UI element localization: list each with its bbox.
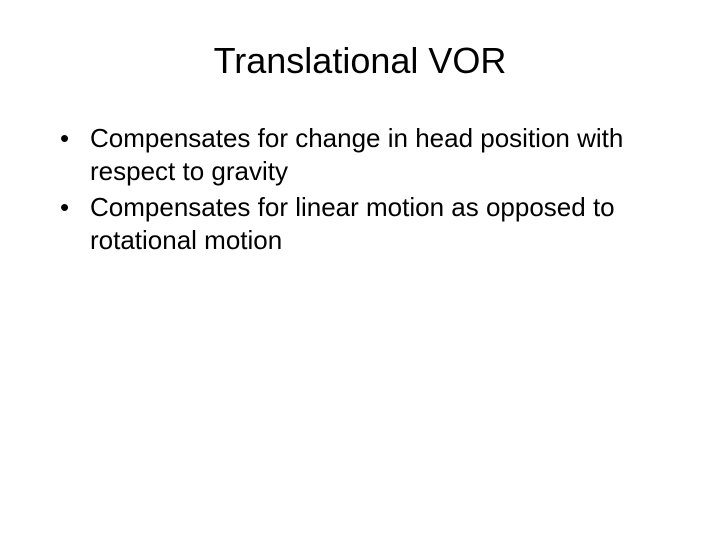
slide-title: Translational VOR: [50, 40, 670, 82]
bullet-list: Compensates for change in head position …: [50, 122, 670, 256]
bullet-item: Compensates for change in head position …: [60, 122, 670, 187]
bullet-item: Compensates for linear motion as opposed…: [60, 191, 670, 256]
